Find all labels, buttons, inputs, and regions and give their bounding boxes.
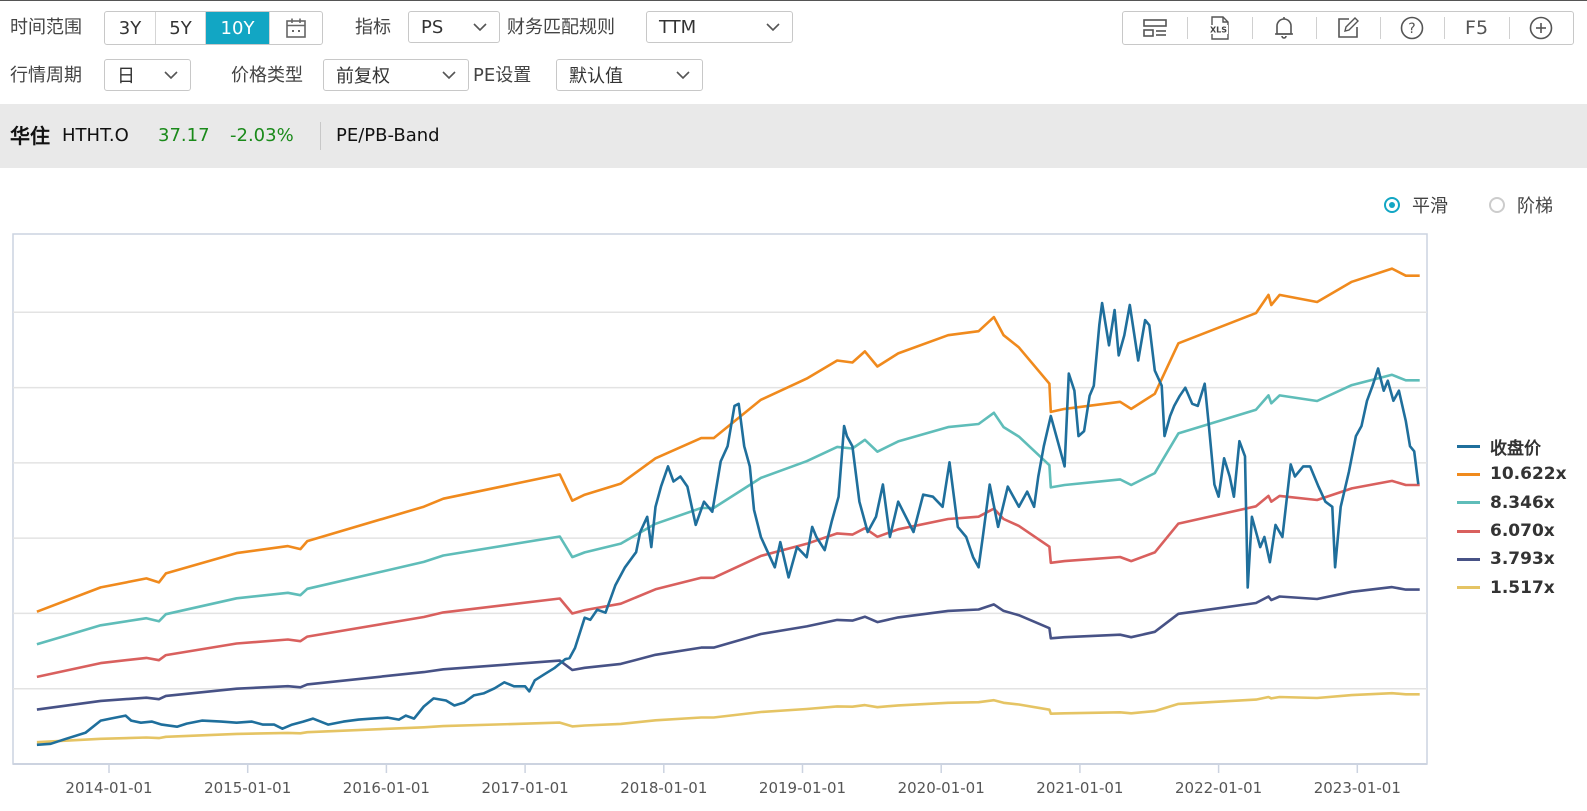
edit-button[interactable] xyxy=(1315,12,1380,44)
bell-icon xyxy=(1274,17,1293,39)
band-line-1.517x xyxy=(36,691,1420,744)
legend: 收盘价 10.622x 8.346x 6.070x 3.793x 1.517x xyxy=(1457,432,1567,602)
alert-button[interactable] xyxy=(1251,12,1316,44)
legend-label: 8.346x xyxy=(1490,492,1555,513)
legend-swatch xyxy=(1457,501,1480,505)
legend-item-band-3[interactable]: 6.070x xyxy=(1457,517,1567,545)
stock-code: HTHT.O xyxy=(62,125,129,146)
x-tick-label: 2021-01-01 xyxy=(1036,779,1123,797)
legend-item-band-2[interactable]: 8.346x xyxy=(1457,489,1567,517)
right-toolbar: XLS ? F5 xyxy=(1122,11,1574,45)
price-type-label: 价格类型 xyxy=(231,65,303,86)
x-tick-label: 2016-01-01 xyxy=(343,779,430,797)
indicator-label: 指标 xyxy=(355,17,391,38)
band-line-3.793x xyxy=(36,585,1420,711)
calendar-icon xyxy=(286,18,306,38)
period-select[interactable]: 日 xyxy=(104,59,191,91)
band-line-10.622x xyxy=(36,267,1420,613)
price-type-select[interactable]: 前复权 xyxy=(323,59,469,91)
match-rule-select[interactable]: TTM xyxy=(646,11,793,43)
calendar-button[interactable] xyxy=(270,12,322,44)
legend-label: 6.070x xyxy=(1490,521,1555,542)
radio-smooth[interactable]: 平滑 xyxy=(1384,192,1448,218)
pe-setting-select[interactable]: 默认值 xyxy=(556,59,703,91)
svg-text:?: ? xyxy=(1409,21,1416,37)
x-tick-label: 2020-01-01 xyxy=(898,779,985,797)
match-rule-label: 财务匹配规则 xyxy=(507,17,615,38)
time-range-label: 时间范围 xyxy=(10,17,82,38)
indicator-value: PS xyxy=(421,16,444,38)
view-name: PE/PB-Band xyxy=(336,125,440,146)
export-xls-button[interactable]: XLS xyxy=(1187,12,1251,44)
radio-smooth-label: 平滑 xyxy=(1412,196,1448,217)
period-value: 日 xyxy=(117,66,135,87)
xls-text: XLS xyxy=(1210,26,1227,35)
layout-icon xyxy=(1143,19,1167,37)
legend-label: 3.793x xyxy=(1490,549,1555,570)
stock-price: 37.17 xyxy=(158,125,210,146)
xls-export-icon: XLS xyxy=(1208,16,1230,40)
add-button[interactable] xyxy=(1508,12,1573,44)
price-type-value: 前复权 xyxy=(336,66,390,87)
indicator-select[interactable]: PS xyxy=(408,11,500,43)
stock-name: 华住 xyxy=(10,124,50,148)
layout-button[interactable] xyxy=(1123,12,1187,44)
legend-label: 收盘价 xyxy=(1490,438,1541,459)
legend-item-band-5[interactable]: 1.517x xyxy=(1457,573,1567,601)
period-label: 行情周期 xyxy=(10,65,82,86)
pe-setting-value: 默认值 xyxy=(569,66,623,87)
close-price-line xyxy=(36,301,1420,747)
x-tick-label: 2023-01-01 xyxy=(1314,779,1401,797)
band-line-8.346x xyxy=(36,373,1420,646)
chevron-down-icon xyxy=(766,23,780,32)
chevron-down-icon xyxy=(676,71,690,80)
legend-swatch xyxy=(1457,444,1480,448)
band-line-6.070x xyxy=(36,479,1420,679)
refresh-f5-button[interactable]: F5 xyxy=(1444,12,1508,44)
x-tick-label: 2022-01-01 xyxy=(1175,779,1262,797)
x-tick-label: 2017-01-01 xyxy=(482,779,569,797)
radio-checked-icon xyxy=(1384,197,1400,213)
legend-label: 1.517x xyxy=(1490,577,1555,598)
legend-item-band-1[interactable]: 10.622x xyxy=(1457,460,1567,488)
window-top-border xyxy=(0,0,1587,1)
match-rule-value: TTM xyxy=(659,16,697,38)
help-icon: ? xyxy=(1400,16,1424,40)
time-range-3y-button[interactable]: 3Y xyxy=(105,12,156,44)
stock-change: -2.03% xyxy=(230,125,294,146)
stock-info-bar: 华住 HTHT.O 37.17 -2.03% PE/PB-Band xyxy=(0,104,1587,168)
radio-step[interactable]: 阶梯 xyxy=(1489,192,1553,218)
help-button[interactable]: ? xyxy=(1380,12,1444,44)
chevron-down-icon xyxy=(473,23,487,32)
legend-item-band-4[interactable]: 3.793x xyxy=(1457,545,1567,573)
time-range-group: 3Y 5Y 10Y xyxy=(104,11,323,45)
plot-area xyxy=(12,233,1428,765)
legend-swatch xyxy=(1457,557,1480,561)
x-tick-label: 2014-01-01 xyxy=(65,779,152,797)
legend-item-close[interactable]: 收盘价 xyxy=(1457,432,1567,460)
chevron-down-icon xyxy=(164,71,178,80)
divider xyxy=(320,122,321,150)
x-tick-label: 2018-01-01 xyxy=(620,779,707,797)
x-tick-label: 2019-01-01 xyxy=(759,779,846,797)
chevron-down-icon xyxy=(442,71,456,80)
pe-setting-label: PE设置 xyxy=(473,65,532,86)
legend-label: 10.622x xyxy=(1490,464,1567,485)
time-range-10y-button[interactable]: 10Y xyxy=(206,12,270,44)
radio-step-label: 阶梯 xyxy=(1517,196,1553,217)
legend-swatch xyxy=(1457,472,1480,476)
x-tick-label: 2015-01-01 xyxy=(204,779,291,797)
add-icon xyxy=(1529,16,1553,40)
legend-swatch xyxy=(1457,586,1480,590)
legend-swatch xyxy=(1457,529,1480,533)
radio-unchecked-icon xyxy=(1489,197,1505,213)
time-range-5y-button[interactable]: 5Y xyxy=(156,12,206,44)
edit-icon xyxy=(1338,17,1359,38)
